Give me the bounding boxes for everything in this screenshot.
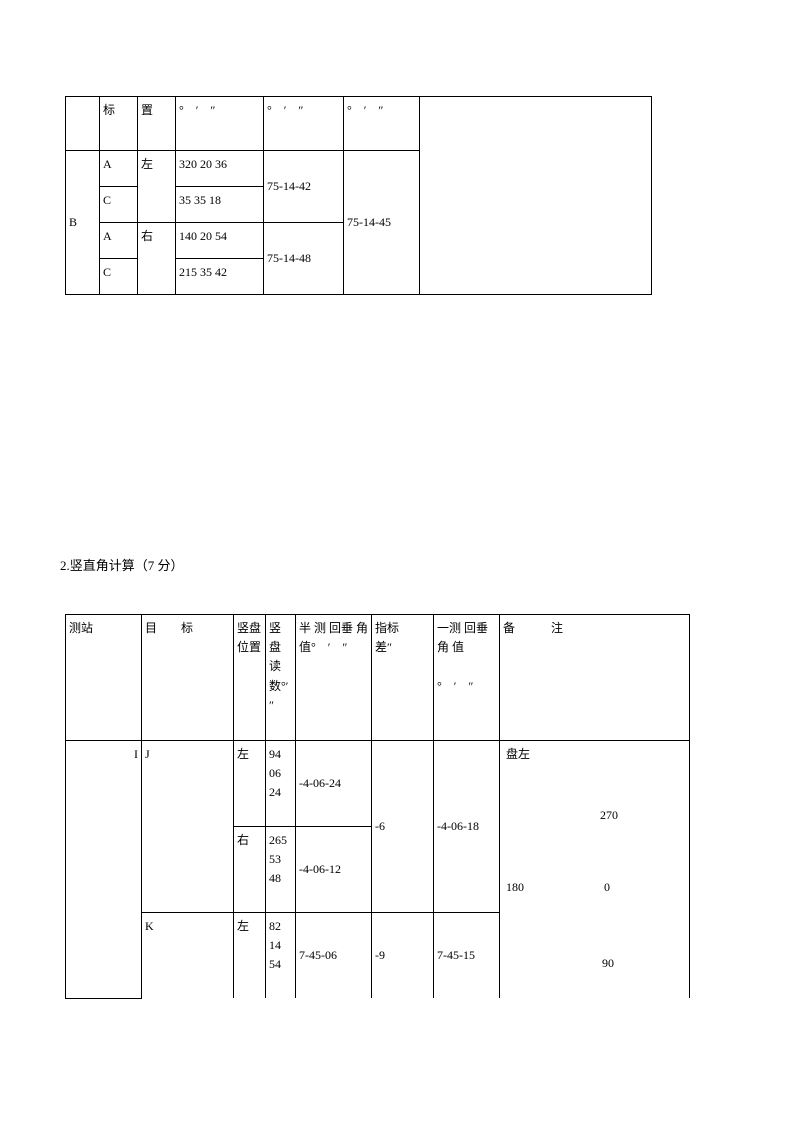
reading-3: 140 20 54 (176, 223, 264, 259)
reading-4: 215 35 42 (176, 259, 264, 295)
reading-1: 320 20 36 (176, 151, 264, 187)
t2-index-k: -9 (372, 912, 434, 998)
section-title: 2.竖直角计算（7 分） (60, 555, 750, 574)
t2-reading-kl: 82 14 54 (266, 912, 296, 998)
t2-header-position: 竖盘位置 (234, 615, 266, 741)
t2-half-kl: 7-45-06 (296, 912, 372, 998)
target-c2: C (100, 259, 138, 295)
target-a2: A (100, 223, 138, 259)
dial-180: 180 (506, 878, 524, 897)
t2-pos-jr: 右 (234, 826, 266, 912)
vertical-angle-table: 测站 目 标 竖盘位置 竖盘读数°′″ 半 测 回垂 角 值° ′ ″ 指标 差… (65, 614, 690, 999)
t2-index-j: -6 (372, 741, 434, 913)
t2-full-k: 7-45-15 (434, 912, 500, 998)
reading-2: 35 35 18 (176, 187, 264, 223)
t2-target-k: K (142, 912, 234, 998)
t2-pos-jl: 左 (234, 741, 266, 827)
t2-header-remark: 备 注 (500, 615, 580, 741)
t2-header-station: 测站 (66, 615, 142, 741)
remark-cell (420, 97, 652, 295)
half-right: 75-14-48 (264, 223, 344, 295)
header-station-blank (66, 97, 100, 151)
t2-header-target: 目 标 (142, 615, 234, 741)
t2-half-jl: -4-06-24 (296, 741, 372, 827)
target-c1: C (100, 187, 138, 223)
target-a1: A (100, 151, 138, 187)
t2-reading-jl: 94 06 24 (266, 741, 296, 827)
t2-header-half: 半 测 回垂 角 值° ′ ″ (296, 615, 372, 741)
t2-target-j: J (142, 741, 234, 913)
header-reading-unit: ° ′ ″ (176, 97, 264, 151)
header-half-unit: ° ′ ″ (264, 97, 344, 151)
dial-label: 盘左 (500, 741, 689, 768)
t2-full-j: -4-06-18 (434, 741, 500, 913)
t2-reading-jr: 265 53 48 (266, 826, 296, 912)
t2-pos-kl: 左 (234, 912, 266, 998)
header-target: 标 (100, 97, 138, 151)
half-left: 75-14-42 (264, 151, 344, 223)
dial-270: 270 (600, 806, 618, 825)
t2-header-remark-ext (580, 615, 690, 741)
t2-header-reading: 竖盘读数°′″ (266, 615, 296, 741)
station-b: B (66, 151, 100, 295)
pos-left: 左 (138, 151, 176, 223)
t2-remark-dial: 盘左 270 180 0 90 (500, 741, 690, 999)
t2-header-full: 一测 回垂角 值 ° ′ ″ (434, 615, 500, 741)
horizontal-angle-table: 标 置 ° ′ ″ ° ′ ″ ° ′ ″ B A 左 320 20 36 75… (65, 96, 652, 295)
t2-header-index: 指标 差″ (372, 615, 434, 741)
header-position: 置 (138, 97, 176, 151)
pos-right: 右 (138, 223, 176, 295)
header-full-unit: ° ′ ″ (344, 97, 420, 151)
t2-station-i: I (66, 741, 142, 999)
dial-90: 90 (602, 954, 614, 973)
compass-dial: 270 180 0 90 (500, 768, 689, 998)
t2-half-jr: -4-06-12 (296, 826, 372, 912)
full-angle: 75-14-45 (344, 151, 420, 295)
dial-0: 0 (604, 878, 610, 897)
